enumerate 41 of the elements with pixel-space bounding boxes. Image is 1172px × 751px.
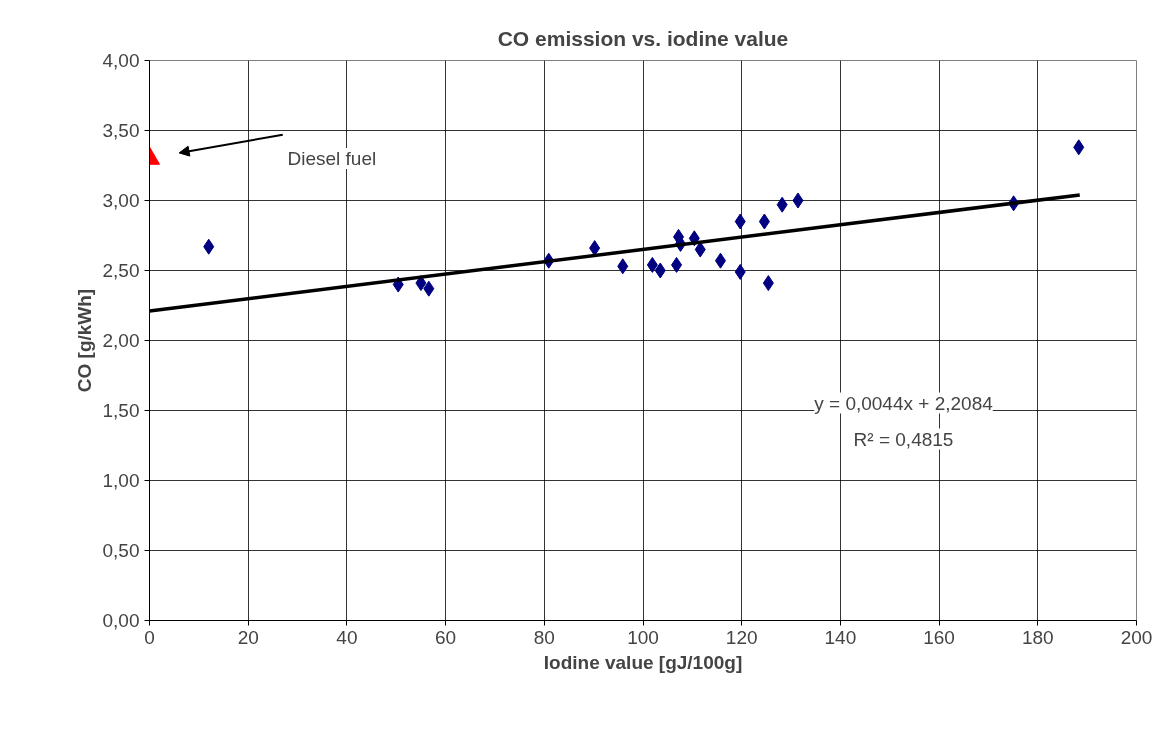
x-tick-label: 140 <box>824 626 857 648</box>
point <box>734 263 746 280</box>
y-tick-label: 2,50 <box>102 260 140 281</box>
annotation: y = 0,0044x + 2,2084 <box>814 392 994 414</box>
x-tick-label: 40 <box>336 626 358 648</box>
point <box>203 238 215 255</box>
x-tick-label: 120 <box>725 626 758 648</box>
y-tick-label: 0,50 <box>102 540 140 561</box>
x-tick-label: 80 <box>533 626 555 648</box>
point <box>617 258 629 275</box>
y-tick-label: 4,00 <box>102 50 140 71</box>
point <box>714 252 726 269</box>
annotation: Diesel fuel <box>287 148 377 169</box>
point <box>671 256 683 273</box>
point <box>792 192 804 209</box>
x-tick-label: 60 <box>435 626 457 648</box>
y-tick-label: 1,00 <box>102 470 140 491</box>
y-tick-label: 2,00 <box>102 330 140 351</box>
point <box>654 262 666 279</box>
point <box>734 213 746 230</box>
point <box>762 275 774 292</box>
point <box>423 280 435 297</box>
x-tick-label: 200 <box>1120 626 1153 648</box>
x-tick-label: 20 <box>237 626 259 648</box>
y-axis-title: CO [g/kWh] <box>73 288 95 393</box>
point <box>694 241 706 258</box>
annotation: R² = 0,4815 <box>853 428 954 450</box>
y-tick-label: 1,50 <box>102 400 140 421</box>
y-tick-label: 3,50 <box>102 120 140 141</box>
x-tick-label: 180 <box>1021 626 1054 648</box>
x-tick-label: 0 <box>144 626 155 648</box>
point <box>758 213 770 230</box>
x-tick-label: 100 <box>627 626 659 648</box>
chart-title: CO emission vs. iodine value <box>497 26 789 50</box>
x-tick-label: 160 <box>923 626 955 648</box>
x-axis-title: Iodine value [gJ/100g] <box>543 651 743 673</box>
y-tick-label: 0,00 <box>102 610 140 631</box>
y-tick-label: 3,00 <box>102 190 140 211</box>
point <box>776 196 788 213</box>
point <box>1073 139 1085 156</box>
point <box>646 256 658 273</box>
